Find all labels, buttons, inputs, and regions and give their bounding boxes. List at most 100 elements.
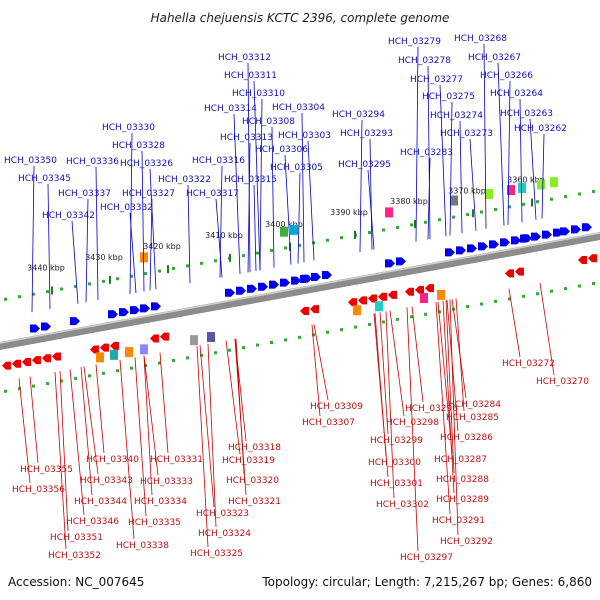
- forward-leader-line: [427, 65, 431, 240]
- forward-leader-line: [284, 154, 292, 265]
- forward-gene-label: HCH_03263: [500, 109, 553, 119]
- annotation-block: [485, 189, 493, 200]
- reverse-leader-line: [373, 313, 389, 478]
- forward-leader-line: [483, 43, 487, 229]
- reverse-leader-line: [18, 378, 31, 484]
- reverse-gene-label: HCH_03319: [222, 456, 275, 466]
- ring-dot: [158, 269, 161, 273]
- forward-gene-arrow: [311, 272, 321, 281]
- reverse-gene-arrow: [415, 285, 424, 294]
- forward-gene-label: HCH_03262: [514, 124, 567, 134]
- reverse-leader-line: [134, 357, 147, 517]
- ring-dot: [270, 249, 273, 252]
- annotation-block: [537, 179, 545, 190]
- reverse-gene-label: HCH_03286: [440, 433, 493, 443]
- forward-gene-arrow: [108, 310, 118, 319]
- scale-ticks: 3440 kbp 3430 kbp 3420 kbp 3410 kbp 3400 kbp…: [27, 175, 545, 295]
- ring-dot: [60, 379, 63, 383]
- reverse-gene-label: HCH_03270: [536, 377, 589, 387]
- reverse-gene-label: HCH_03323: [196, 509, 249, 519]
- ring-dot: [536, 200, 539, 204]
- scale-tick-label: 3410 kbp: [205, 231, 243, 240]
- reverse-gene-arrow: [52, 352, 61, 361]
- annotation-block: [290, 224, 298, 235]
- ring-dot: [186, 356, 189, 360]
- reverse-gene-arrow: [405, 287, 414, 296]
- forward-gene-arrow: [119, 308, 129, 317]
- reverse-leader-line: [508, 288, 521, 358]
- reverse-gene-label: HCH_03288: [436, 475, 489, 485]
- ring-dot: [298, 335, 301, 339]
- forward-leader-line: [307, 140, 315, 261]
- forward-gene-label: HCH_03327: [122, 189, 175, 199]
- forward-gene-label: HCH_03311: [224, 71, 277, 81]
- reverse-leader-line: [449, 299, 459, 536]
- ring-dot: [438, 218, 441, 222]
- forward-leader-line: [253, 184, 257, 272]
- reverse-leader-line: [59, 370, 69, 532]
- forward-gene-label: HCH_03283: [400, 148, 453, 158]
- reverse-leader-line: [29, 376, 39, 464]
- ring-dot: [46, 382, 49, 386]
- forward-gene-arrow: [571, 225, 581, 234]
- forward-gene-label: HCH_03278: [398, 56, 451, 66]
- annotation-block: [140, 252, 148, 263]
- ring-dot: [368, 323, 371, 327]
- genome-backbone: [0, 232, 600, 350]
- reverse-leader-line: [54, 371, 67, 550]
- forward-gene-label: HCH_03277: [410, 75, 463, 85]
- scale-tick-label: 3380 kbp: [390, 197, 428, 206]
- reverse-gene-arrow: [12, 359, 21, 368]
- ring-dot: [424, 312, 427, 316]
- reverse-gene-arrow: [22, 357, 31, 366]
- annotation-block: [385, 207, 393, 218]
- forward-gene-label: HCH_03328: [112, 141, 165, 151]
- ring-dot: [354, 325, 357, 329]
- forward-gene-arrow: [396, 257, 406, 266]
- forward-gene-label: HCH_03308: [242, 117, 295, 127]
- reverse-gene-label: HCH_03324: [198, 529, 251, 539]
- reverse-gene-label: HCH_03291: [432, 516, 485, 526]
- forward-leader-line: [459, 120, 463, 234]
- forward-gene-label: HCH_03293: [340, 129, 393, 139]
- ring-dot: [32, 292, 35, 296]
- ring-dot: [74, 376, 77, 380]
- ring-dot: [200, 261, 203, 265]
- reverse-gene-label: HCH_03301: [370, 479, 423, 489]
- ring-dot: [522, 202, 525, 206]
- forward-gene-label: HCH_03305: [270, 163, 323, 173]
- forward-gene-label: HCH_03316: [192, 156, 245, 166]
- reverse-gene-label: HCH_03352: [48, 551, 101, 561]
- reverse-gene-label: HCH_03272: [502, 359, 555, 369]
- forward-leader-line: [85, 198, 89, 303]
- reverse-gene-label: HCH_03346: [66, 517, 119, 527]
- forward-gene-label: HCH_03306: [255, 145, 308, 155]
- forward-leader-line: [367, 169, 375, 250]
- reverse-leader-line: [80, 367, 93, 496]
- reverse-gene-arrow: [515, 267, 524, 276]
- reverse-gene-arrow: [42, 354, 51, 363]
- forward-leader-line: [359, 119, 363, 253]
- reverse-leader-line: [406, 307, 419, 552]
- ring-dot: [340, 236, 343, 240]
- forward-gene-arrow: [582, 223, 592, 232]
- annotation-block: [280, 226, 288, 237]
- ring-dot: [102, 371, 105, 375]
- ring-dot: [410, 315, 413, 319]
- reverse-leader-line: [196, 345, 209, 548]
- annotation-block: [507, 185, 515, 196]
- ring-dot: [74, 284, 77, 288]
- forward-gene-arrow: [291, 276, 301, 285]
- forward-gene-label: HCH_03317: [186, 189, 239, 199]
- reverse-leader-line: [95, 364, 105, 454]
- ring-dot: [88, 374, 91, 378]
- annotation-block: [190, 335, 198, 346]
- ring-dot: [578, 284, 581, 288]
- ring-dot: [508, 205, 511, 209]
- ring-dot: [172, 266, 175, 270]
- ring-dot: [214, 351, 217, 355]
- reverse-leader-line: [83, 366, 99, 475]
- reverse-gene-label: HCH_03300: [368, 458, 421, 468]
- reverse-gene-label: HCH_03320: [226, 476, 279, 486]
- forward-leader-line: [95, 166, 99, 301]
